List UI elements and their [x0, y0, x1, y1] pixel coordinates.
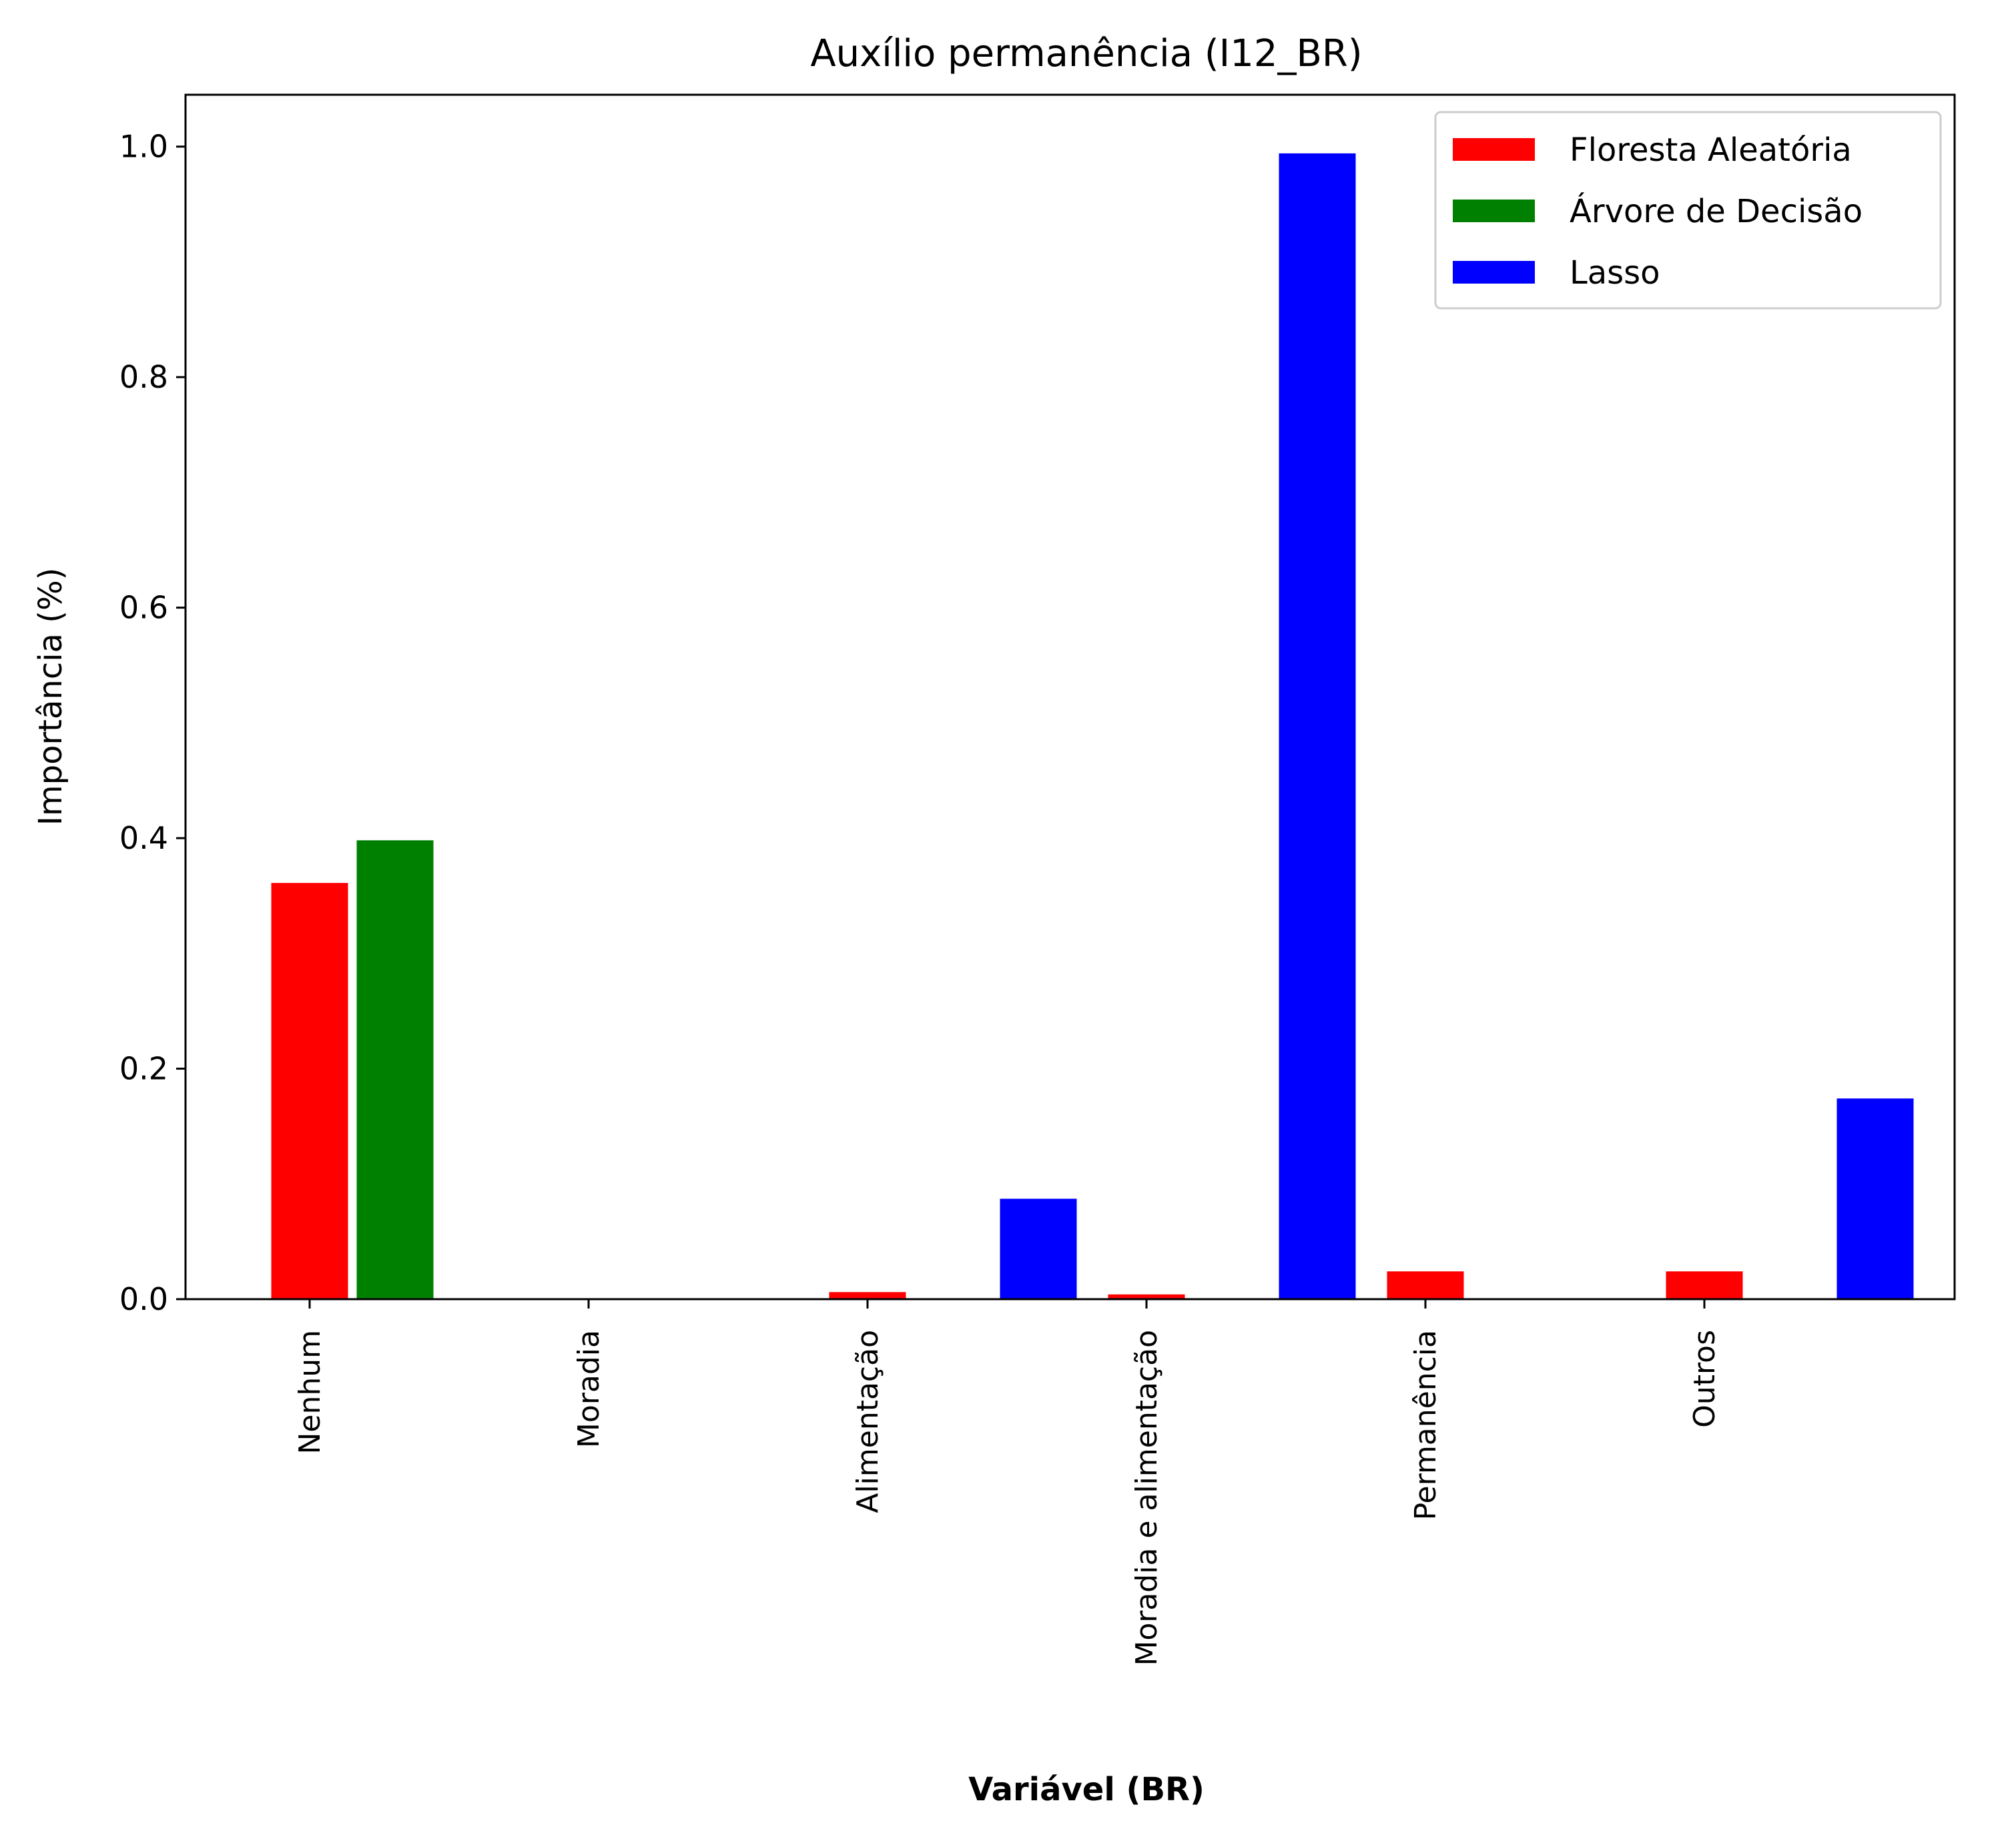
x-axis-label: Variável (BR) [968, 1771, 1205, 1808]
bar-arvore-de-decisao-nenhum [354, 838, 436, 1301]
x-tick-label-alimentacao: Alimentação [851, 1330, 885, 1513]
bars-layer [269, 151, 1916, 1301]
legend-swatch-lasso [1453, 261, 1535, 284]
x-tick-label-nenhum: Nenhum [293, 1330, 327, 1455]
legend-label-floresta-aleatoria: Floresta Aleatória [1570, 131, 1852, 169]
y-tick-label: 0.4 [119, 820, 168, 856]
bar-lasso-outros [1834, 1096, 1916, 1301]
bar-lasso-alimentacao [998, 1196, 1079, 1301]
y-tick-label: 0.2 [119, 1051, 168, 1087]
x-tick-label-outros: Outros [1688, 1330, 1722, 1428]
bar-floresta-aleatoria-nenhum [269, 881, 350, 1301]
y-tick-label: 1.0 [119, 129, 168, 165]
bar-floresta-aleatoria-alimentacao [827, 1290, 908, 1301]
chart-title: Auxílio permanência (I12_BR) [810, 32, 1362, 75]
y-axis-label: Importância (%) [32, 568, 69, 826]
bar-floresta-aleatoria-outros [1664, 1269, 1745, 1301]
x-tick-label-permanencia: Permanência [1409, 1330, 1443, 1520]
y-tick-label: 0.8 [119, 359, 168, 395]
x-tick-label-moradia: Moradia [572, 1330, 606, 1448]
x-axis: Nenhum Moradia Alimentação Moradia e alimen… [293, 1299, 1722, 1666]
legend-label-arvore-de-decisao: Árvore de Decisão [1570, 192, 1863, 230]
bar-lasso-moradia-e-alimentacao [1277, 151, 1358, 1301]
legend-swatch-arvore-de-decisao [1453, 200, 1535, 222]
bar-floresta-aleatoria-permanencia [1385, 1269, 1466, 1301]
plot-frame [184, 93, 1956, 1301]
y-tick-label: 0.6 [119, 590, 168, 626]
legend-swatch-floresta-aleatoria [1453, 138, 1535, 161]
x-tick-label-moradia-e-alimentacao: Moradia e alimentação [1130, 1330, 1164, 1666]
legend-label-lasso: Lasso [1570, 254, 1660, 292]
y-axis: 0.0 0.2 0.4 0.6 0.8 1.0 [119, 129, 186, 1317]
y-tick-label: 0.0 [119, 1281, 168, 1317]
legend-frame [1434, 111, 1942, 310]
legend: Floresta Aleatória Árvore de Decisão Las… [1434, 111, 1942, 310]
